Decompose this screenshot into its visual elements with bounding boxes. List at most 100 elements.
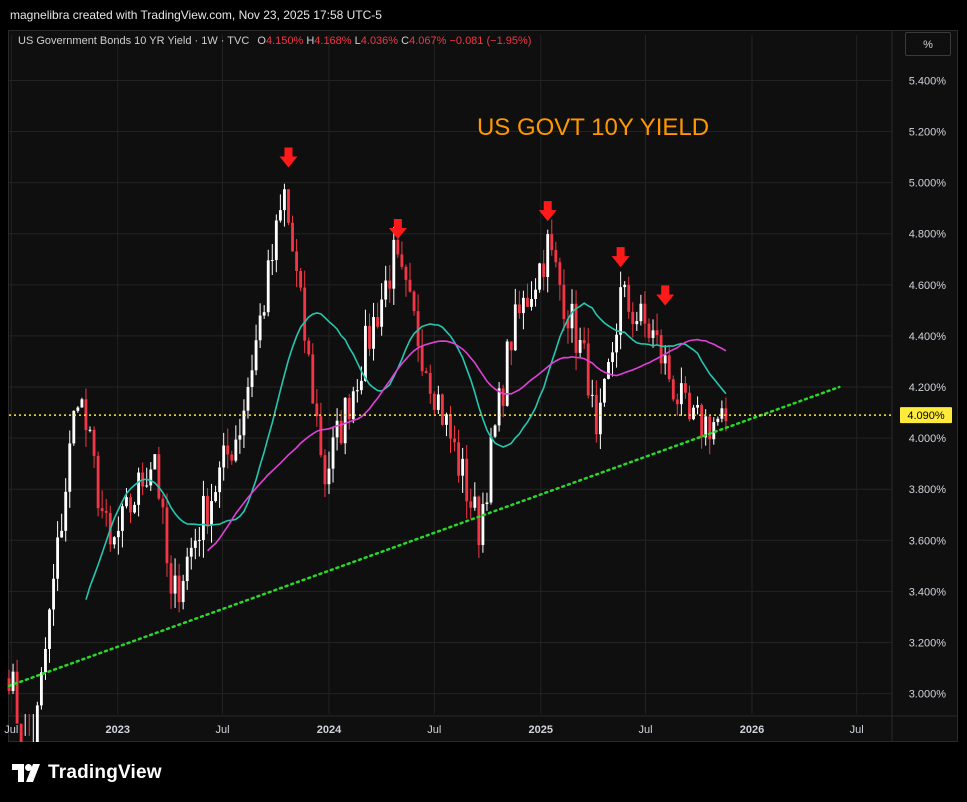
candle-body xyxy=(704,416,708,438)
candle-body xyxy=(270,260,274,262)
candle-body xyxy=(364,325,367,381)
candle-body xyxy=(76,407,80,411)
candle-body xyxy=(339,420,343,444)
candle-body xyxy=(161,498,165,508)
candle-body xyxy=(517,304,521,314)
current-price-badge xyxy=(900,407,952,424)
candle-body xyxy=(647,323,651,338)
candle-body xyxy=(359,380,363,391)
candle-body xyxy=(11,671,15,692)
candle-body xyxy=(331,437,335,469)
tradingview-logo[interactable]: TradingView xyxy=(12,761,162,785)
x-tick-label: 2025 xyxy=(529,724,553,736)
candle-body xyxy=(347,397,351,420)
candle-body xyxy=(453,438,456,443)
legend-low-label: L xyxy=(354,35,361,47)
candle-body xyxy=(497,388,501,426)
candle-body xyxy=(692,407,695,420)
candle-body xyxy=(574,303,578,353)
x-tick-label: Jul xyxy=(215,724,229,736)
candle-body xyxy=(659,335,663,364)
candle-body xyxy=(554,250,558,263)
candle-body xyxy=(72,410,76,444)
candle-body xyxy=(234,439,238,461)
percent-scale-button[interactable]: % xyxy=(905,32,951,56)
candle-body xyxy=(396,239,400,255)
candle-body xyxy=(712,422,716,440)
candle-body xyxy=(88,429,92,431)
candle-body xyxy=(679,383,683,405)
candle-body xyxy=(663,355,667,364)
candle-body xyxy=(457,442,461,476)
candle-body xyxy=(655,330,659,336)
y-tick-label: 3.800% xyxy=(909,484,947,496)
y-tick-label: 4.800% xyxy=(909,229,947,241)
candle-body xyxy=(582,340,586,344)
x-tick-label: Jul xyxy=(850,724,864,736)
candle-body xyxy=(696,404,699,408)
candle-body xyxy=(631,311,635,325)
candle-body xyxy=(64,491,68,531)
candle-body xyxy=(218,467,222,493)
candle-body xyxy=(250,370,254,388)
candle-body xyxy=(238,435,242,440)
legend-open-value: 4.150% xyxy=(265,35,304,47)
candle-body xyxy=(440,394,444,425)
y-tick-label: 5.200% xyxy=(909,127,947,139)
candle-body xyxy=(295,251,299,272)
candle-body xyxy=(48,609,51,650)
candle-body xyxy=(684,383,687,393)
candle-body xyxy=(343,397,347,444)
candle-body xyxy=(19,723,23,742)
candle-body xyxy=(80,399,84,408)
candle-body xyxy=(416,311,420,347)
x-tick-label: Jul xyxy=(4,724,18,736)
candle-body xyxy=(635,321,639,325)
candle-body xyxy=(408,279,412,292)
chart-canvas[interactable]: 5.400% 5.200% 5.000% 4.800% 4.600% 4.400% 4.20… xyxy=(0,0,967,742)
candle-body xyxy=(368,325,371,349)
candle-body xyxy=(202,495,205,541)
candle-body xyxy=(372,317,375,349)
candle-body xyxy=(404,266,408,280)
candle-body xyxy=(546,234,550,278)
candle-body xyxy=(513,304,517,351)
candle-body xyxy=(607,362,610,379)
candle-body xyxy=(420,346,424,372)
y-tick-label: 4.600% xyxy=(909,280,947,292)
candle-body xyxy=(578,340,582,353)
candle-body xyxy=(428,373,432,394)
candle-body xyxy=(44,649,47,673)
candle-body xyxy=(246,387,250,411)
candle-body xyxy=(266,260,270,313)
candle-body xyxy=(112,537,116,545)
legend-change: −0.081 (−1.95%) xyxy=(449,35,532,47)
candle-body xyxy=(283,189,286,211)
candle-body xyxy=(323,455,327,485)
symbol-legend: US Government Bonds 10 YR Yield · 1W · T… xyxy=(18,35,531,47)
legend-symbol: US Government Bonds 10 YR Yield · 1W · T… xyxy=(18,35,250,47)
x-tick-label: Jul xyxy=(427,724,441,736)
candle-body xyxy=(412,291,416,312)
candle-body xyxy=(376,317,380,327)
candle-body xyxy=(534,289,537,299)
peak-down-arrow xyxy=(538,201,557,222)
y-tick-label: 5.400% xyxy=(909,75,947,87)
peak-down-arrow xyxy=(611,247,630,268)
candle-body xyxy=(598,402,602,435)
y-tick-label: 5.000% xyxy=(909,178,947,190)
y-tick-label: 3.600% xyxy=(909,535,947,547)
support-trendline xyxy=(7,385,841,688)
candle-body xyxy=(351,391,355,420)
candle-body xyxy=(550,234,554,251)
candle-body xyxy=(52,578,55,610)
candle-body xyxy=(327,468,331,485)
candle-body xyxy=(92,429,96,456)
candle-body xyxy=(493,425,497,437)
candle-body xyxy=(424,371,428,374)
candle-body xyxy=(125,497,128,507)
candle-body xyxy=(392,239,396,289)
candle-body xyxy=(153,454,157,470)
candle-body xyxy=(181,581,185,603)
candle-body xyxy=(708,416,712,440)
